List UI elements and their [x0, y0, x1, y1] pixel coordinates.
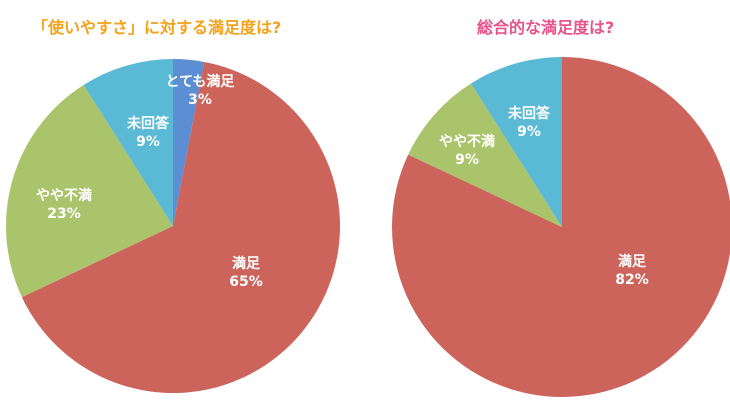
chart-title-usability: 「使いやすさ」に対する満足度は? [32, 18, 282, 37]
chart-title-overall: 総合的な満足度は? [477, 18, 615, 37]
slice-value-no-answer: 9% [136, 134, 160, 150]
slice-value-satisfied: 65% [229, 274, 263, 290]
pie-overall: 満足 82% やや不満 9% 未回答 9% [392, 57, 730, 397]
pie-slice-somewhat-dissatisfied [5, 85, 173, 298]
slice-value-no-answer: 9% [517, 124, 541, 140]
slice-label-no-answer: 未回答 [508, 105, 551, 122]
pie-slice-very-satisfied [173, 59, 205, 226]
slice-value-satisfied: 82% [615, 272, 649, 288]
slice-label-very-satisfied: とても満足 [166, 73, 236, 90]
slice-value-somewhat-dissatisfied: 9% [455, 152, 479, 168]
slice-label-somewhat-dissatisfied: やや不満 [36, 187, 92, 204]
slice-label-no-answer: 未回答 [127, 115, 170, 132]
pie-slice-satisfied [392, 57, 730, 397]
slice-value-very-satisfied: 3% [188, 92, 212, 108]
pie-slice-no-answer [470, 57, 562, 227]
pie-slice-somewhat-dissatisfied [408, 83, 562, 228]
pie-usability: とても満足 3% 満足 65% やや不満 23% 未回答 9% [5, 59, 340, 394]
slice-label-somewhat-dissatisfied: やや不満 [439, 133, 495, 150]
pie-slice-satisfied [21, 61, 340, 394]
slice-value-somewhat-dissatisfied: 23% [47, 206, 81, 222]
slice-label-satisfied: 満足 [618, 253, 647, 270]
pie-slice-no-answer [83, 59, 173, 226]
slice-label-satisfied: 満足 [232, 255, 261, 272]
